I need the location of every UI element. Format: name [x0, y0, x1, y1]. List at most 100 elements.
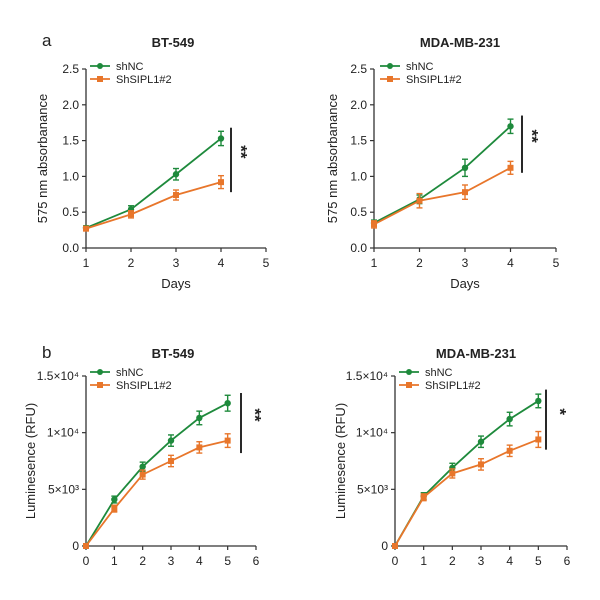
data-point [224, 400, 231, 407]
x-tick-label: 3 [168, 554, 175, 568]
series-shnc [82, 130, 225, 232]
series-shsipl1 [83, 433, 231, 549]
data-point [218, 179, 224, 186]
significance-label: ** [523, 130, 542, 144]
series-shsipl1 [83, 174, 224, 232]
data-point [224, 437, 231, 444]
x-tick-label: 3 [462, 256, 469, 270]
y-tick-label: 2.0 [350, 98, 367, 112]
y-tick-label: 0.5 [350, 205, 367, 219]
y-axis-label: Luminesence (RFU) [23, 403, 38, 519]
legend-entry: shNC [90, 61, 144, 73]
legend-marker [97, 76, 103, 82]
x-tick-label: 1 [83, 256, 90, 270]
data-point [173, 192, 179, 199]
legend-label: ShSIPL1#2 [116, 380, 172, 392]
legend-label: shNC [425, 367, 453, 379]
x-tick-label: 4 [218, 256, 225, 270]
x-axis-label: Days [161, 276, 191, 291]
y-tick-label: 1.5 [350, 134, 367, 148]
y-tick-label: 1.5×10⁴ [346, 369, 388, 383]
y-tick-label: 1.5 [62, 134, 79, 148]
y-tick-label: 0.5 [62, 205, 79, 219]
legend-marker [387, 76, 393, 82]
legend-entry: shNC [90, 367, 144, 379]
panel-letter-a: a [42, 31, 52, 50]
data-point [420, 494, 427, 501]
y-tick-label: 1.5×10⁴ [37, 369, 79, 383]
x-tick-label: 1 [371, 256, 378, 270]
chart-title: BT-549 [152, 346, 195, 361]
legend-marker [97, 382, 103, 388]
x-tick-label: 3 [173, 256, 180, 270]
legend-marker [97, 63, 103, 69]
data-point [139, 463, 146, 470]
legend-entry: ShSIPL1#2 [380, 74, 462, 86]
data-point [196, 414, 203, 422]
y-axis-label: Luminesence (RFU) [333, 403, 348, 519]
y-axis-label: 575 nm absorbanance [35, 94, 50, 223]
data-point [371, 221, 377, 228]
data-point [172, 171, 180, 178]
data-point [111, 505, 118, 512]
chart-b-mdamb231: MDA-MB-231 0 1 2 3 4 5 6 0 5×10³ 1×10⁴ 1.5×10⁴ Lumin… [333, 346, 571, 568]
x-tick-label: 6 [253, 554, 260, 568]
data-point [217, 135, 225, 142]
panel-letter-b: b [42, 343, 51, 362]
data-point [167, 437, 175, 444]
chart-a-mdamb231: MDA-MB-231 1 2 3 4 5 0.0 0.5 1.0 1.5 2.0 2.5 Days 575… [325, 35, 560, 291]
data-point [416, 197, 423, 204]
x-tick-label: 1 [420, 554, 427, 568]
data-point [128, 211, 134, 218]
legend-marker [406, 382, 412, 388]
data-point [111, 496, 118, 503]
y-tick-label: 2.5 [62, 62, 79, 76]
data-point [506, 415, 513, 423]
chart-title: MDA-MB-231 [420, 35, 500, 50]
y-tick-label: 0.0 [62, 241, 79, 255]
series-shsipl1 [371, 160, 514, 229]
y-tick-label: 5×10³ [48, 482, 79, 496]
x-tick-label: 0 [83, 554, 90, 568]
data-point [449, 470, 456, 477]
legend-label: shNC [406, 61, 434, 73]
data-point [83, 225, 89, 232]
series-line [394, 400, 539, 547]
data-point [535, 397, 542, 405]
series-line [85, 402, 229, 547]
data-point [196, 444, 203, 451]
y-tick-label: 0 [72, 539, 79, 553]
data-point [462, 189, 468, 196]
x-tick-label: 0 [392, 554, 399, 568]
x-tick-label: 5 [263, 256, 270, 270]
series-shsipl1 [392, 430, 542, 549]
x-tick-label: 4 [507, 256, 514, 270]
data-point [461, 164, 469, 172]
x-tick-label: 2 [139, 554, 146, 568]
y-tick-label: 5×10³ [357, 482, 388, 496]
y-tick-label: 2.5 [350, 62, 367, 76]
x-tick-label: 4 [506, 554, 513, 568]
series-shnc [370, 118, 514, 227]
legend-entry: ShSIPL1#2 [90, 380, 172, 392]
legend-entry: ShSIPL1#2 [399, 380, 481, 392]
y-tick-label: 1.0 [350, 169, 367, 183]
y-axis-label: 575 nm absorbanance [325, 94, 340, 223]
legend-marker [97, 369, 103, 375]
chart-a-bt549: BT-549 1 2 3 4 5 0.0 0.5 1.0 1.5 2.0 2.5 Days 575 nm … [35, 35, 270, 291]
y-tick-label: 1×10⁴ [47, 426, 79, 440]
data-point [168, 458, 174, 464]
y-tick-label: 1.0 [62, 169, 79, 183]
x-axis-label: Days [450, 276, 480, 291]
series-line [85, 181, 222, 230]
significance-label: * [551, 408, 570, 415]
x-tick-label: 2 [128, 256, 135, 270]
data-point [506, 447, 513, 454]
series-line [373, 167, 511, 226]
series-line [373, 125, 512, 224]
data-point [507, 164, 514, 171]
chart-title: MDA-MB-231 [436, 346, 516, 361]
x-tick-label: 2 [449, 554, 456, 568]
data-point [83, 543, 89, 549]
